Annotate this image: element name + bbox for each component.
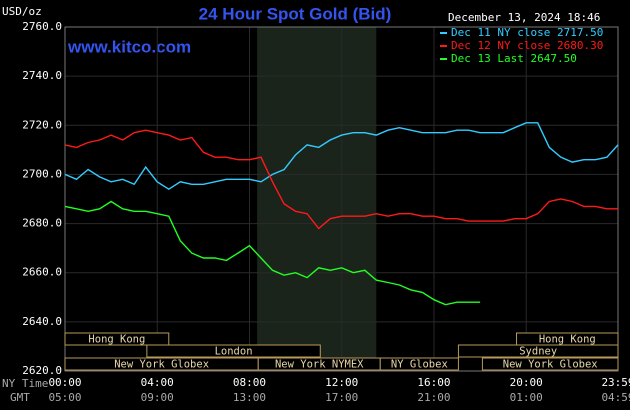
highlight-band xyxy=(257,27,377,371)
plot-frame xyxy=(64,26,619,372)
x2-tick-label: 01:00 xyxy=(510,391,543,404)
y-tick-label: 2720.0 xyxy=(22,118,62,131)
price-line xyxy=(64,200,481,306)
chart-title: 24 Hour Spot Gold (Bid) xyxy=(199,4,392,23)
y-tick-label: 2660.0 xyxy=(22,266,62,279)
x-tick-label: 20:00 xyxy=(510,376,543,389)
session-bar xyxy=(457,344,619,358)
x-tick-label: 00:00 xyxy=(48,376,81,389)
y-tick-label: 2680.0 xyxy=(22,217,62,230)
session-label: Hong Kong xyxy=(539,334,596,346)
timestamp: December 13, 2024 18:46 xyxy=(448,11,600,24)
y-tick-label: 2620.0 xyxy=(22,364,62,377)
price-line xyxy=(64,122,619,191)
x2-tick-label: 13:00 xyxy=(233,391,266,404)
y-tick-label: 2760.0 xyxy=(22,20,62,33)
x2-axis-label: GMT xyxy=(10,391,30,404)
y-tick-label: 2640.0 xyxy=(22,315,62,328)
session-label: NY Globex xyxy=(391,359,448,371)
x-tick-label: 04:00 xyxy=(141,376,174,389)
price-line xyxy=(64,129,618,230)
x-tick-label: 08:00 xyxy=(233,376,266,389)
session-label: Hong Kong xyxy=(88,334,145,346)
session-label: New York Globex xyxy=(503,359,598,371)
session-label: New York Globex xyxy=(114,359,209,371)
legend-label: Dec 12 NY close 2680.30 xyxy=(451,39,603,52)
legend-label: Dec 11 NY close 2717.50 xyxy=(451,26,603,39)
session-bar xyxy=(481,357,619,371)
session-bar xyxy=(64,332,170,346)
x2-tick-label: 09:00 xyxy=(141,391,174,404)
x2-tick-label: 17:00 xyxy=(325,391,358,404)
x-tick-label: 16:00 xyxy=(417,376,450,389)
x-tick-label: 23:59 xyxy=(601,376,630,389)
session-bar xyxy=(379,357,459,371)
x2-tick-label: 05:00 xyxy=(48,391,81,404)
legend-label: Dec 13 Last 2647.50 xyxy=(451,52,577,65)
x2-tick-label: 04:59 xyxy=(601,391,630,404)
y-axis-label: USD/oz xyxy=(2,5,42,18)
session-bar xyxy=(146,344,321,358)
y-tick-label: 2740.0 xyxy=(22,69,62,82)
x2-tick-label: 21:00 xyxy=(417,391,450,404)
session-label: New York NYMEX xyxy=(275,359,364,371)
session-label: Sydney xyxy=(519,346,557,358)
x-tick-label: 12:00 xyxy=(325,376,358,389)
y-tick-label: 2700.0 xyxy=(22,167,62,180)
session-label: London xyxy=(215,346,253,358)
x-axis-label: NY Time xyxy=(2,377,48,390)
website: www.kitco.com xyxy=(67,37,191,56)
